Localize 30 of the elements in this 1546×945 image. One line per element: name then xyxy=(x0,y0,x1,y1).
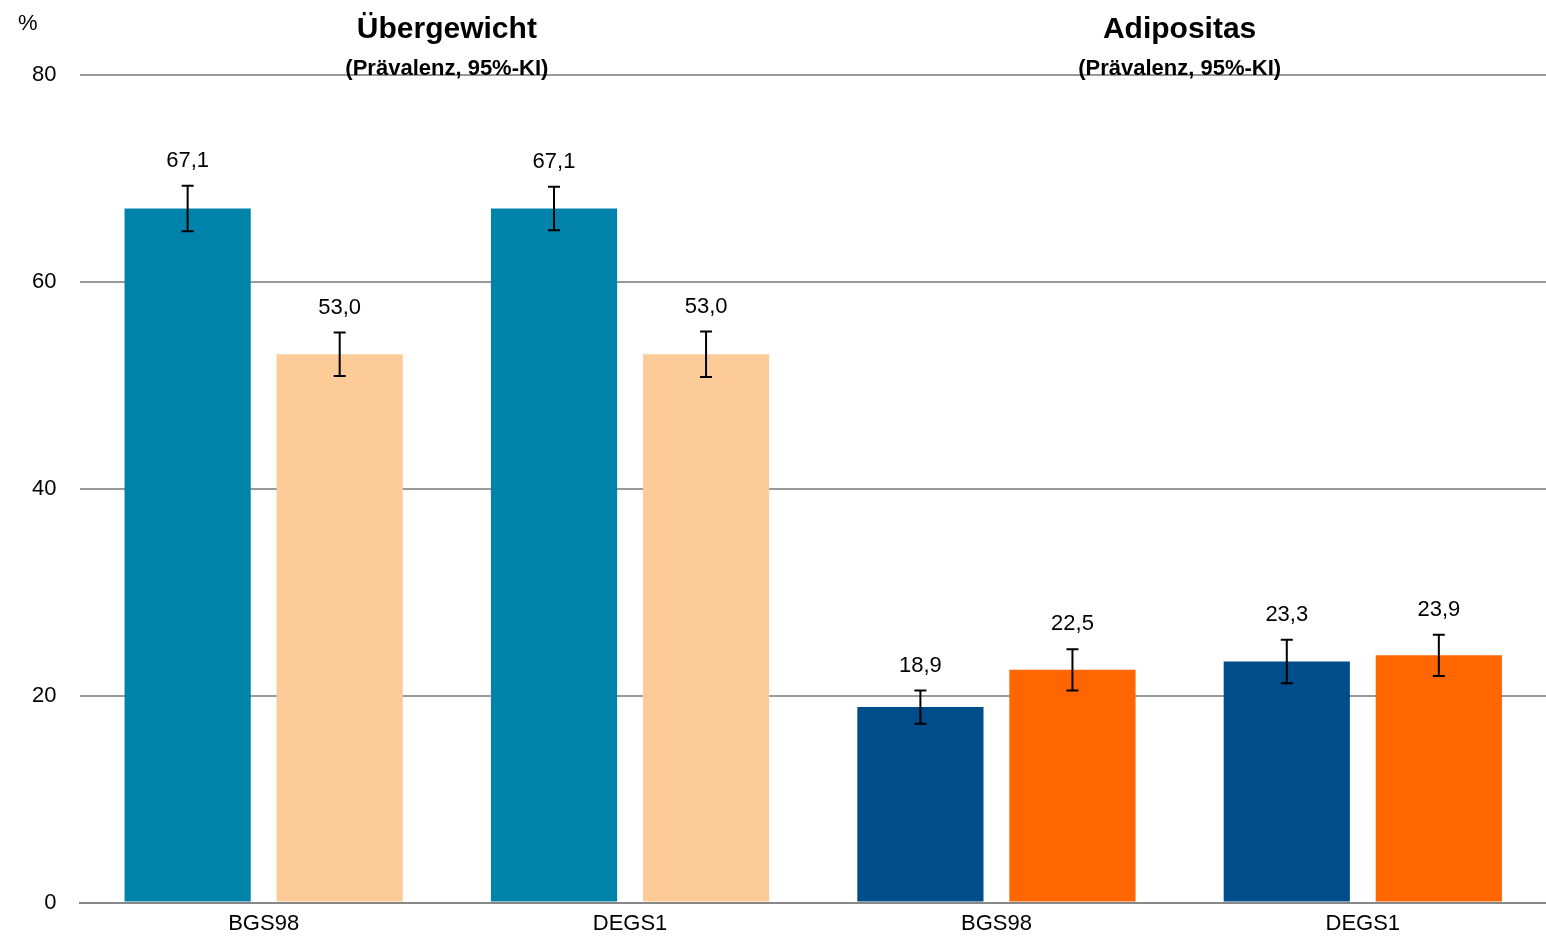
data-label: 53,0 xyxy=(684,292,728,318)
y-tick-label: 20 xyxy=(31,681,57,707)
data-label: 23,3 xyxy=(1265,600,1309,626)
bar xyxy=(276,354,403,902)
text: Übergewicht xyxy=(356,11,537,44)
data-label: 53,0 xyxy=(318,293,362,319)
annotation: (Prävalenz, 95%-KI) xyxy=(345,55,549,80)
data-label: 23,9 xyxy=(1417,595,1461,621)
y-tick-label: 0 xyxy=(44,888,57,914)
data-label: 67,1 xyxy=(166,146,210,172)
y-axis-title: % xyxy=(18,10,38,35)
bar xyxy=(1375,655,1502,902)
x-tick-label: DEGS1 xyxy=(592,909,668,935)
bar xyxy=(490,208,618,902)
bar xyxy=(642,354,770,902)
data-label: 18,9 xyxy=(898,651,942,677)
x-tick-label: BGS98 xyxy=(960,909,1032,935)
data-label: 22,5 xyxy=(1051,610,1094,636)
bar xyxy=(1223,661,1350,902)
data-label: 67,1 xyxy=(532,147,576,173)
x-tick-label: BGS98 xyxy=(228,909,300,935)
y-tick-label: 60 xyxy=(31,267,57,293)
bar xyxy=(857,707,984,902)
annotation: (Prävalenz, 95%-KI) xyxy=(1078,55,1282,80)
bar xyxy=(124,208,251,902)
y-tick-label: 80 xyxy=(31,61,57,87)
y-tick-label: 40 xyxy=(31,474,57,500)
x-tick-label: DEGS1 xyxy=(1325,909,1401,935)
text: Adipositas xyxy=(1102,11,1257,44)
bar xyxy=(1009,669,1136,902)
